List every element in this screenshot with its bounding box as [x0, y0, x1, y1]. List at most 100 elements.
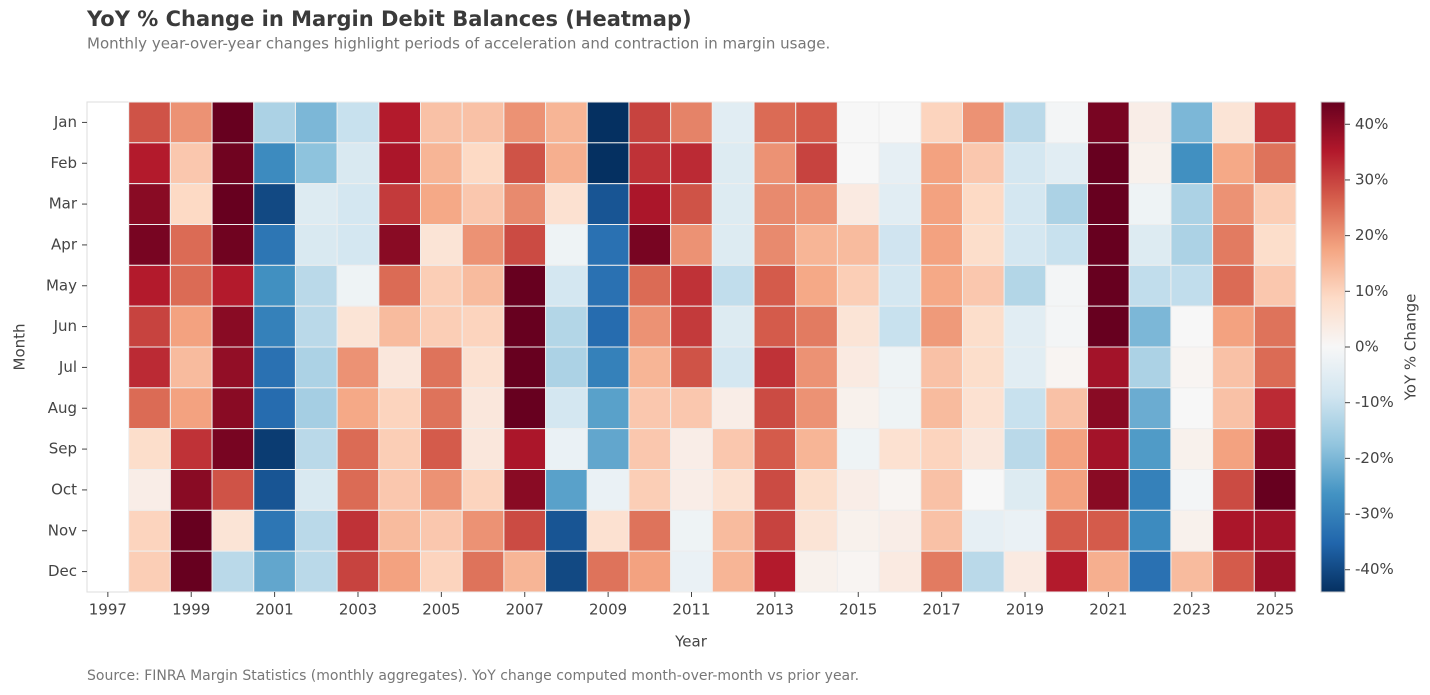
y-tick-label: Apr	[51, 235, 78, 253]
heatmap-cell	[1253, 387, 1297, 430]
heatmap-cell	[1170, 428, 1214, 470]
heatmap-cell	[1045, 428, 1089, 470]
heatmap-cell	[336, 142, 380, 185]
heatmap-cell	[1128, 142, 1172, 185]
heatmap-cell	[1087, 469, 1130, 511]
heatmap-cell	[753, 224, 797, 266]
x-tick-label: 2023	[1173, 601, 1211, 619]
y-tick-label: Oct	[51, 480, 77, 498]
heatmap-cell	[586, 305, 630, 348]
heatmap-cell	[336, 469, 380, 511]
heatmap-cell	[1212, 101, 1255, 144]
heatmap-cell	[878, 264, 922, 307]
heatmap-cell	[961, 264, 1005, 307]
heatmap-cell	[1003, 469, 1047, 511]
heatmap-cell	[1087, 346, 1130, 389]
heatmap-cell	[1003, 142, 1047, 185]
heatmap-cell	[1045, 183, 1089, 226]
heatmap-cell	[753, 346, 797, 389]
heatmap-cell	[1212, 509, 1255, 552]
heatmap-cell	[294, 550, 338, 593]
heatmap-cell	[836, 346, 880, 389]
heatmap-cell	[628, 305, 672, 348]
heatmap-cell	[503, 101, 547, 144]
heatmap-cell	[753, 183, 797, 226]
heatmap-cell	[294, 183, 338, 226]
heatmap-cell	[378, 224, 422, 266]
heatmap-cell	[753, 264, 797, 307]
colorbar-tick-label: -10%	[1355, 393, 1394, 411]
heatmap-cell	[420, 183, 463, 226]
heatmap-cell	[670, 101, 713, 144]
heatmap-cell	[711, 183, 755, 226]
heatmap-cell	[711, 224, 755, 266]
heatmap-cell	[545, 469, 588, 511]
heatmap-cell	[545, 142, 588, 185]
heatmap-cell	[753, 305, 797, 348]
x-tick-label: 2001	[256, 601, 294, 619]
heatmap-cell	[503, 142, 547, 185]
heatmap-cell	[1212, 183, 1255, 226]
heatmap-cell	[836, 101, 880, 144]
heatmap-cell	[920, 469, 963, 511]
heatmap-cell	[961, 550, 1005, 593]
heatmap-cell	[294, 428, 338, 470]
heatmap-cell	[753, 387, 797, 430]
y-tick-label: Jul	[58, 358, 77, 376]
y-tick-label: Feb	[50, 154, 77, 172]
heatmap-cell	[878, 142, 922, 185]
heatmap-cell	[545, 101, 588, 144]
heatmap-cell	[461, 101, 505, 144]
heatmap-cell	[294, 142, 338, 185]
heatmap-cell	[1003, 264, 1047, 307]
heatmap-cell	[420, 305, 463, 348]
heatmap-cell	[253, 550, 296, 593]
y-tick-label: Jan	[53, 113, 77, 131]
heatmap-cell	[711, 550, 755, 593]
x-tick-label: 2013	[756, 601, 794, 619]
heatmap-cell	[1253, 101, 1297, 144]
heatmap-cell	[1253, 183, 1297, 226]
heatmap-cell	[545, 183, 588, 226]
heatmap-cell	[253, 101, 296, 144]
x-axis-label: Year	[674, 633, 708, 651]
colorbar-tick-label: 40%	[1355, 115, 1388, 133]
heatmap-cell	[1170, 346, 1214, 389]
heatmap-cell	[1253, 469, 1297, 511]
chart-title: YoY % Change in Margin Debit Balances (H…	[86, 7, 692, 31]
heatmap-cell	[1212, 469, 1255, 511]
heatmap-cell	[836, 428, 880, 470]
heatmap-cell	[920, 550, 963, 593]
heatmap-cell	[920, 428, 963, 470]
heatmap-cell	[545, 224, 588, 266]
chart-subtitle: Monthly year-over-year changes highlight…	[87, 35, 830, 53]
heatmap-cell	[920, 387, 963, 430]
heatmap-cell	[461, 142, 505, 185]
heatmap-cell	[586, 264, 630, 307]
heatmap-cell	[378, 142, 422, 185]
heatmap-cell	[336, 183, 380, 226]
heatmap-cell	[920, 142, 963, 185]
heatmap-cell	[670, 142, 713, 185]
colorbar-tick-label: -20%	[1355, 449, 1394, 467]
heatmap-cell	[1212, 264, 1255, 307]
heatmap-cell	[294, 101, 338, 144]
heatmap-cell	[586, 346, 630, 389]
heatmap-cell	[503, 469, 547, 511]
heatmap-cell	[503, 183, 547, 226]
heatmap-cell	[711, 387, 755, 430]
heatmap-cell	[961, 428, 1005, 470]
heatmap-cell	[795, 224, 838, 266]
heatmap-cell	[211, 346, 255, 389]
heatmap-cell	[878, 101, 922, 144]
heatmap-cell	[461, 469, 505, 511]
colorbar-tick-label: 30%	[1355, 170, 1388, 188]
heatmap-cell	[1128, 428, 1172, 470]
heatmap-cell	[670, 387, 713, 430]
heatmap-cell	[628, 101, 672, 144]
y-tick-label: Sep	[49, 440, 77, 458]
heatmap-cell	[461, 428, 505, 470]
heatmap-cell	[503, 224, 547, 266]
heatmap-cell	[1128, 469, 1172, 511]
y-tick-label: May	[46, 276, 77, 294]
